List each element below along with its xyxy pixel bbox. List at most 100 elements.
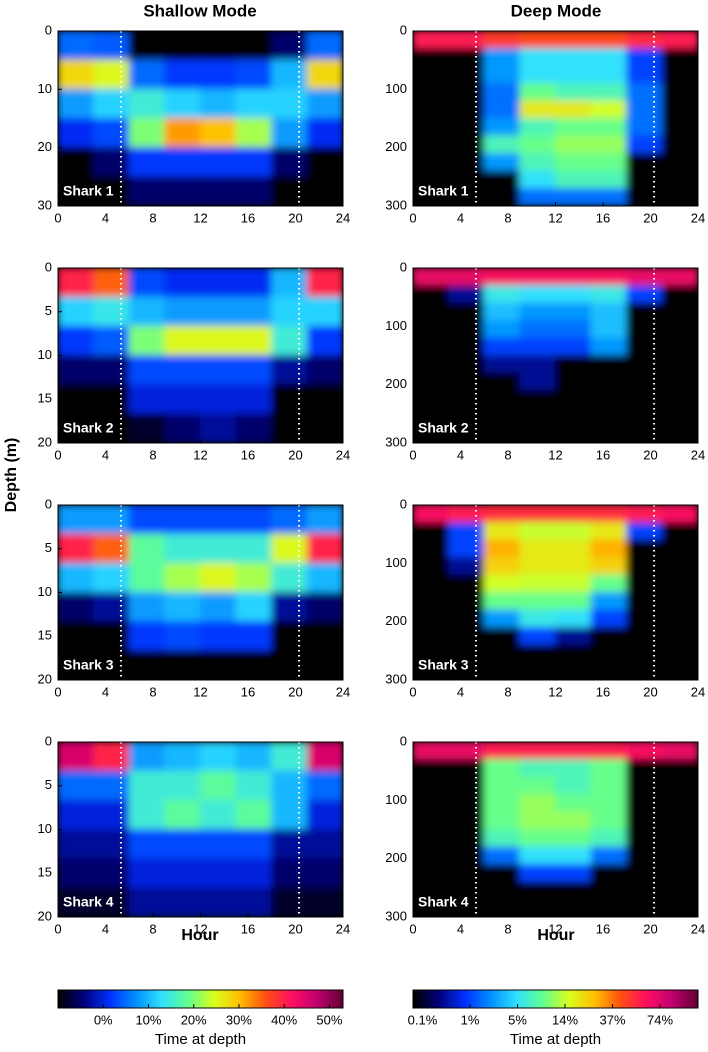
- heatmap-cell: [413, 574, 450, 593]
- heatmap-cell: [58, 88, 95, 119]
- heatmap: [413, 505, 698, 680]
- heatmap-cell: [590, 776, 628, 795]
- heatmap-cell: [519, 644, 556, 663]
- heatmap-cell: [661, 557, 698, 576]
- heatmap-cell: [590, 302, 628, 321]
- heatmap-cell: [200, 31, 237, 61]
- x-tick-label: 16: [241, 684, 255, 699]
- heatmap-cell: [555, 83, 592, 102]
- heatmap-cell: [200, 59, 237, 90]
- heatmap-cell: [58, 59, 95, 90]
- heatmap-cell: [413, 742, 450, 760]
- y-tick-label: 200: [385, 376, 407, 391]
- heatmap-cell: [661, 337, 698, 356]
- panel-annotation: Shark 1: [63, 183, 114, 199]
- heatmap-cell: [519, 153, 556, 172]
- y-tick-label: 10: [38, 584, 52, 599]
- heatmap-cell: [483, 557, 521, 576]
- x-tick-label: 4: [457, 210, 464, 225]
- heatmap-cell: [626, 609, 663, 628]
- heatmap-cell: [271, 592, 308, 623]
- heatmap-cell: [661, 355, 698, 374]
- heatmap-cell: [271, 59, 308, 90]
- heatmap-cell: [128, 562, 166, 593]
- x-tick-label: 0: [409, 210, 416, 225]
- heatmap-cell: [626, 407, 663, 426]
- heatmap-cell: [626, 627, 663, 646]
- heatmap-cell: [519, 609, 556, 628]
- heatmap-cell: [235, 621, 273, 652]
- x-tick-label: 12: [193, 921, 207, 936]
- heatmap-cell: [413, 407, 450, 426]
- heatmap-cell: [626, 320, 663, 339]
- heatmap-cell: [661, 811, 698, 830]
- heatmap: [58, 31, 343, 206]
- heatmap-cell: [164, 118, 201, 149]
- heatmap-cell: [200, 621, 237, 652]
- heatmap-cell: [661, 170, 698, 189]
- heatmap-cell: [200, 176, 237, 206]
- heatmap-cell: [519, 776, 556, 795]
- heatmap-cell: [164, 325, 201, 356]
- heatmap: [58, 742, 343, 917]
- heatmap-cell: [413, 662, 450, 680]
- heatmap-cell: [483, 372, 521, 391]
- heatmap-cell: [590, 118, 628, 137]
- heatmap-cell: [626, 285, 663, 304]
- heatmap-cells: [413, 742, 698, 917]
- y-tick-label: 300: [385, 671, 407, 686]
- heatmap-cell: [448, 627, 485, 646]
- heatmap-cell: [590, 522, 628, 541]
- heatmap-cell: [448, 100, 485, 119]
- heatmap-cell: [413, 118, 450, 137]
- heatmap-cell: [555, 794, 592, 813]
- heatmap-cell: [306, 858, 343, 889]
- heatmap-cell: [271, 533, 308, 564]
- heatmap-cell: [519, 31, 556, 49]
- heatmap-cell: [483, 48, 521, 67]
- heatmap-cell: [661, 302, 698, 321]
- heatmap-cell: [661, 372, 698, 391]
- heatmap-cell: [448, 135, 485, 154]
- heatmap: [58, 505, 343, 680]
- heatmap-cell: [413, 48, 450, 67]
- heatmap-cell: [306, 742, 343, 772]
- x-tick-label: 8: [504, 921, 511, 936]
- heatmap-cell: [413, 65, 450, 84]
- heatmap-cell: [235, 562, 273, 593]
- colorbar-tick-label: 50%: [316, 1012, 342, 1027]
- panel-annotation: Shark 4: [418, 894, 469, 910]
- heatmap-cell: [626, 48, 663, 67]
- heatmap-cell: [448, 285, 485, 304]
- y-tick-label: 10: [38, 821, 52, 836]
- x-tick-label: 24: [691, 684, 705, 699]
- y-tick-label: 200: [385, 139, 407, 154]
- heatmap-cell: [555, 627, 592, 646]
- heatmap-cell: [661, 742, 698, 760]
- heatmap-cell: [128, 31, 166, 61]
- heatmap-cell: [555, 881, 592, 900]
- heatmap-cell: [626, 574, 663, 593]
- heatmap-cell: [590, 644, 628, 663]
- heatmap-cell: [271, 325, 308, 356]
- heatmap-cell: [448, 864, 485, 883]
- heatmap-cells: [413, 31, 698, 206]
- heatmap-cell: [271, 621, 308, 652]
- heatmap-cell: [661, 188, 698, 206]
- x-tick-label: 20: [643, 447, 657, 462]
- heatmap-cell: [519, 407, 556, 426]
- heatmap-cell: [483, 320, 521, 339]
- heatmap-cell: [58, 384, 95, 415]
- heatmap-cell: [555, 135, 592, 154]
- x-tick-label: 20: [288, 921, 302, 936]
- heatmap-cell: [93, 384, 130, 415]
- heatmap-cell: [164, 355, 201, 386]
- heatmap-cell: [200, 325, 237, 356]
- heatmap-cell: [661, 65, 698, 84]
- heatmap-cell: [164, 533, 201, 564]
- heatmap-cell: [306, 296, 343, 327]
- x-tick-label: 24: [691, 210, 705, 225]
- heatmap-cell: [200, 296, 237, 327]
- colorbar-tick-label: 37%: [599, 1012, 625, 1027]
- heatmap-cell: [200, 88, 237, 119]
